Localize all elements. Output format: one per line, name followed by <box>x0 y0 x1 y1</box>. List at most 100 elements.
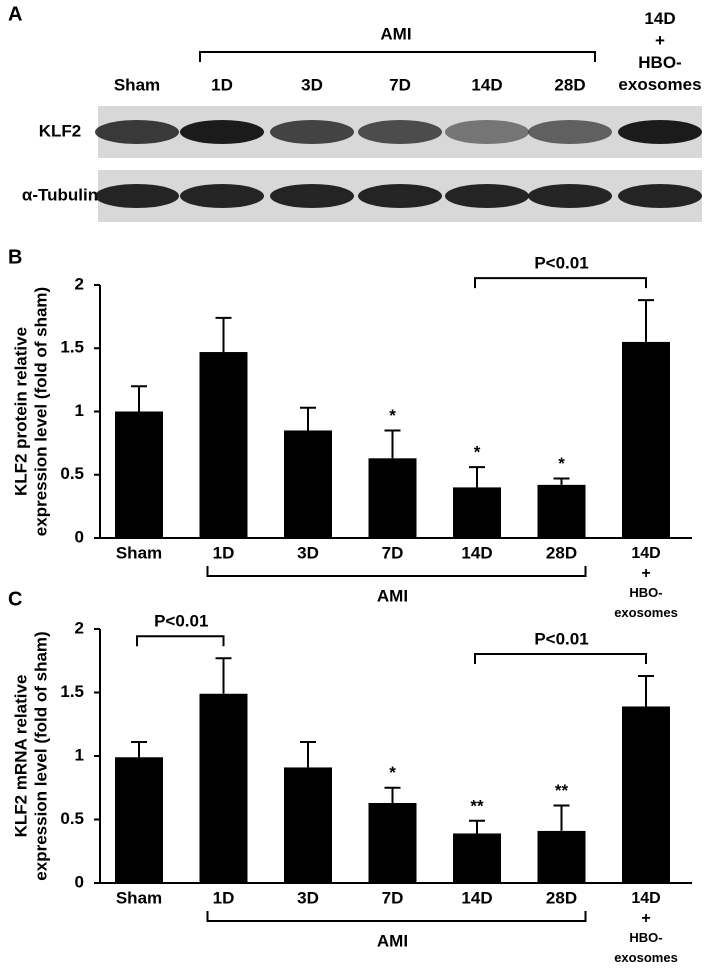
blot-band <box>445 184 529 208</box>
x-tick-label: 28D <box>546 543 577 562</box>
significance-bracket <box>474 277 647 289</box>
bar <box>368 802 417 883</box>
x-tick-label: 7D <box>382 543 404 562</box>
significance-marker: ** <box>470 796 484 815</box>
y-tick-label: 0.5 <box>60 809 84 828</box>
y-tick-label: 0.5 <box>60 464 84 483</box>
error-bar <box>384 786 401 803</box>
lane-label: 3D <box>301 75 323 94</box>
bracket-label: P<0.01 <box>154 612 208 631</box>
blot-band <box>95 184 179 208</box>
blot-band <box>528 184 612 208</box>
lane-label: 14D <box>471 75 502 94</box>
panel-label: A <box>8 3 22 25</box>
significance-marker: * <box>558 454 565 473</box>
y-axis-label: KLF2 protein relative <box>11 327 30 496</box>
bar <box>199 352 248 538</box>
y-tick-label: 1 <box>75 745 84 764</box>
bar <box>115 411 163 538</box>
bar <box>537 484 586 538</box>
significance-bracket <box>136 635 225 647</box>
x-tick-label: 14D + HBO-exosomes <box>614 890 678 965</box>
group-label: AMI <box>380 24 411 43</box>
significance-marker: * <box>389 763 396 782</box>
row-label: α-Tubulin <box>22 185 98 204</box>
y-axis-label: expression level (fold of sham) <box>31 631 50 880</box>
error-bar <box>553 477 570 485</box>
lane-label: Sham <box>114 75 160 94</box>
lane-label: 1D <box>211 75 233 94</box>
x-tick-label: 1D <box>213 888 235 907</box>
y-tick-label: 2 <box>75 274 84 293</box>
x-tick-label: Sham <box>116 888 162 907</box>
error-bar <box>469 819 485 834</box>
y-tick-label: 1.5 <box>60 682 84 701</box>
error-bar <box>384 429 401 459</box>
blot-band <box>618 184 702 208</box>
error-bar <box>300 406 316 431</box>
blot-band <box>358 184 442 208</box>
blot-band <box>270 184 354 208</box>
error-bar <box>300 741 316 768</box>
y-tick-label: 1 <box>75 401 84 420</box>
y-tick-label: 1.5 <box>60 338 84 357</box>
blot-band <box>180 184 264 208</box>
bracket-label: P<0.01 <box>534 629 588 648</box>
group-label: AMI <box>377 586 408 605</box>
y-axis-label: expression level (fold of sham) <box>31 287 50 536</box>
x-tick-label: 3D <box>297 543 319 562</box>
blot-band <box>358 120 442 144</box>
x-tick-label: 3D <box>297 888 319 907</box>
group-bracket <box>206 911 587 922</box>
x-tick-label: 28D <box>546 888 577 907</box>
significance-bracket <box>474 652 647 664</box>
bar <box>368 458 417 538</box>
group-label: AMI <box>377 931 408 950</box>
blot-band <box>95 120 179 144</box>
bar <box>284 430 332 538</box>
bar <box>284 767 332 883</box>
x-tick-label: 1D <box>213 543 235 562</box>
bar <box>453 833 501 883</box>
error-bar <box>131 385 147 412</box>
x-tick-label: 14D + HBO-exosomes <box>618 9 701 94</box>
error-bar <box>215 316 232 353</box>
panel-label: B <box>8 246 22 268</box>
blot-band <box>445 120 529 144</box>
lane-label: 7D <box>389 75 411 94</box>
error-bar <box>215 657 232 694</box>
x-tick-label: 14D <box>461 888 492 907</box>
error-bar <box>638 299 654 342</box>
significance-marker: ** <box>555 781 569 800</box>
blot-band <box>528 120 612 144</box>
bar <box>537 830 586 883</box>
panel-label: C <box>8 588 22 610</box>
y-tick-label: 0 <box>75 527 84 546</box>
x-tick-label: Sham <box>116 543 162 562</box>
bar <box>622 706 670 883</box>
blot-band <box>270 120 354 144</box>
x-tick-label: 14D <box>461 543 492 562</box>
blot-band <box>618 120 702 144</box>
y-tick-label: 2 <box>75 618 84 637</box>
error-bar <box>553 804 570 831</box>
lane-label: 28D <box>554 75 585 94</box>
y-tick-label: 0 <box>75 872 84 891</box>
bar <box>453 487 501 538</box>
significance-marker: * <box>474 443 481 462</box>
error-bar <box>469 466 485 488</box>
group-bracket <box>199 51 596 62</box>
x-tick-label: 14D + HBO-exosomes <box>614 545 678 620</box>
significance-marker: * <box>389 406 396 425</box>
error-bar <box>131 741 147 758</box>
group-bracket <box>206 566 587 577</box>
bracket-label: P<0.01 <box>534 254 588 273</box>
bar <box>622 341 670 538</box>
x-tick-label: 7D <box>382 888 404 907</box>
blot-band <box>180 120 264 144</box>
bar <box>199 693 248 883</box>
bar <box>115 757 163 883</box>
row-label: KLF2 <box>39 121 82 140</box>
